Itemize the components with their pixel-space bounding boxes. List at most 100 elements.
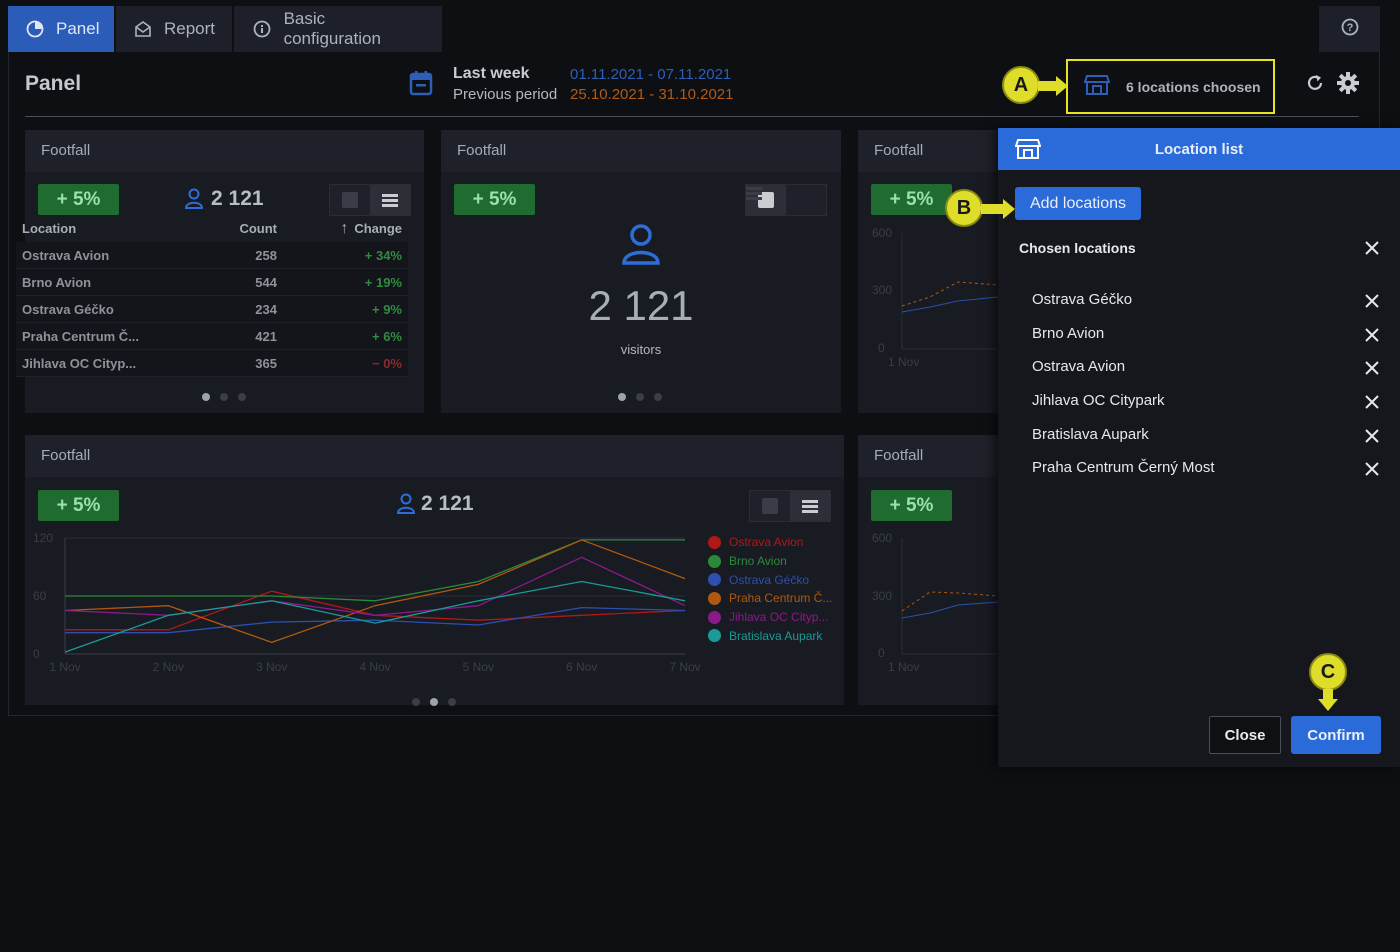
carousel-dot[interactable] — [448, 698, 456, 706]
column-header-location[interactable]: Location — [22, 221, 77, 236]
carousel-dot[interactable] — [202, 393, 210, 401]
table-row[interactable]: Brno Avion 544 + 19% — [16, 269, 408, 296]
legend-swatch — [708, 591, 721, 605]
carousel-dot[interactable] — [430, 698, 438, 706]
legend-item[interactable]: Brno Avion — [708, 552, 832, 571]
x-tick-label: 3 Nov — [256, 660, 287, 674]
carousel-dots[interactable] — [202, 393, 246, 401]
table-row[interactable]: Ostrava Avion 258 + 34% — [16, 242, 408, 269]
y-tick-label: 0 — [33, 647, 40, 661]
location-item-label: Ostrava Géčko — [1032, 291, 1133, 308]
remove-location-close-icon[interactable] — [1362, 459, 1382, 479]
add-locations-button[interactable]: Add locations — [1015, 187, 1141, 220]
y-tick-label: 600 — [872, 226, 892, 240]
remove-location-close-icon[interactable] — [1362, 291, 1382, 311]
total-visitors: 2 121 — [588, 282, 694, 329]
y-tick-label: 0 — [878, 341, 885, 355]
legend-item[interactable]: Ostrava Avion — [708, 533, 832, 552]
calendar-icon[interactable] — [409, 70, 433, 101]
x-tick-label: 7 Nov — [669, 660, 700, 674]
tab-panel[interactable]: Panel — [8, 6, 114, 52]
tile-view-icon — [758, 192, 774, 208]
series-line — [64, 539, 686, 644]
tab-basic-configuration-label: Basic configuration — [283, 9, 381, 48]
column-header-count[interactable]: Count — [239, 221, 277, 236]
location-item-label: Brno Avion — [1032, 325, 1105, 342]
footfall-line-chart: 120 60 0 1 Nov 2 Nov 3 Nov 4 Nov 5 Nov 6 Nov 7 No… — [33, 531, 701, 674]
tile-view-button[interactable] — [746, 185, 786, 215]
list-view-button[interactable] — [790, 491, 830, 521]
store-icon — [1083, 74, 1111, 99]
card-title: Footfall — [441, 130, 841, 172]
confirm-button[interactable]: Confirm — [1291, 716, 1381, 754]
carousel-dots[interactable] — [618, 393, 662, 401]
row-count: 234 — [255, 301, 277, 317]
list-view-button[interactable] — [370, 185, 410, 215]
column-header-change-label: Change — [354, 220, 402, 236]
series-line — [65, 606, 686, 634]
remove-location-close-icon[interactable] — [1362, 392, 1382, 412]
remove-location-close-icon[interactable] — [1362, 325, 1382, 345]
legend-label: Ostrava Géčko — [729, 572, 810, 587]
table-row[interactable]: Jihlava OC Cityp... 365 − 0% — [16, 350, 408, 377]
locations-button[interactable]: 6 locations choosen — [1066, 59, 1275, 114]
row-change: + 9% — [372, 301, 402, 317]
previous-period-label: Previous period — [453, 86, 558, 103]
view-toggle[interactable] — [329, 184, 411, 216]
tab-report-label: Report — [164, 19, 216, 38]
remove-location-close-icon[interactable] — [1362, 358, 1382, 378]
view-toggle[interactable] — [749, 490, 831, 522]
carousel-dots[interactable] — [412, 698, 456, 706]
legend-item[interactable]: Jihlava OC Cityp... — [708, 608, 832, 627]
tab-report[interactable]: Report — [116, 6, 232, 52]
remove-location-close-icon[interactable] — [1362, 426, 1382, 446]
carousel-dot[interactable] — [238, 393, 246, 401]
tile-view-button[interactable] — [330, 185, 370, 215]
close-button[interactable]: Close — [1209, 716, 1281, 754]
legend-item[interactable]: Praha Centrum Č... — [708, 589, 832, 608]
marker-a-pointer — [1038, 76, 1068, 96]
row-change: + 6% — [372, 328, 402, 344]
user-icon — [396, 493, 416, 520]
carousel-dot[interactable] — [636, 393, 644, 401]
carousel-dot[interactable] — [220, 393, 228, 401]
visitors-label: visitors — [620, 342, 662, 357]
settings-gear-icon[interactable] — [1337, 72, 1359, 99]
table-row[interactable]: Praha Centrum Č... 421 + 6% — [16, 323, 408, 350]
x-tick-label: 1 Nov — [888, 355, 919, 369]
row-location: Ostrava Avion — [22, 247, 110, 263]
drawer-header: Location list — [998, 128, 1400, 170]
column-header-change[interactable]: ↑ Change — [277, 220, 402, 238]
location-item-label: Jihlava OC Citypark — [1032, 392, 1165, 409]
refresh-icon[interactable] — [1305, 73, 1325, 98]
carousel-dot[interactable] — [412, 698, 420, 706]
footfall-line-chart-card: Footfall + 5% 2 121 — [25, 435, 844, 706]
x-tick-label: 2 Nov — [153, 660, 184, 674]
row-location: Jihlava OC Cityp... — [22, 355, 137, 371]
previous-date-range[interactable]: 25.10.2021 - 31.10.2021 — [570, 86, 734, 103]
carousel-dot[interactable] — [654, 393, 662, 401]
tab-basic-configuration[interactable]: Basic configuration — [234, 6, 442, 52]
legend-item[interactable]: Bratislava Aupark — [708, 626, 832, 645]
current-date-range[interactable]: 01.11.2021 - 07.11.2021 — [570, 66, 732, 83]
drawer-title: Location list — [1154, 140, 1244, 158]
location-item-label: Praha Centrum Černý Most — [1032, 459, 1215, 476]
tile-view-button[interactable] — [750, 491, 790, 521]
list-view-button[interactable] — [746, 185, 826, 215]
carousel-dot[interactable] — [618, 393, 626, 401]
row-count: 365 — [255, 355, 277, 371]
table-row[interactable]: Ostrava Géčko 234 + 9% — [16, 296, 408, 323]
legend-swatch — [708, 535, 721, 549]
list-view-icon — [382, 192, 398, 209]
card-title: Footfall — [25, 130, 424, 172]
chosen-locations-title: Chosen locations — [1019, 240, 1136, 256]
view-toggle[interactable] — [745, 184, 827, 216]
marker-a: A — [1002, 66, 1040, 104]
legend-label: Jihlava OC Cityp... — [729, 610, 829, 625]
clear-all-close-icon[interactable] — [1362, 238, 1382, 258]
help-button[interactable]: ? — [1319, 6, 1380, 52]
change-badge: + 5% — [38, 490, 119, 521]
legend-label: Bratislava Aupark — [729, 628, 823, 643]
legend-item[interactable]: Ostrava Géčko — [708, 570, 832, 589]
footfall-table: Location Count ↑ Change Ostrava Avion 258… — [16, 215, 408, 377]
